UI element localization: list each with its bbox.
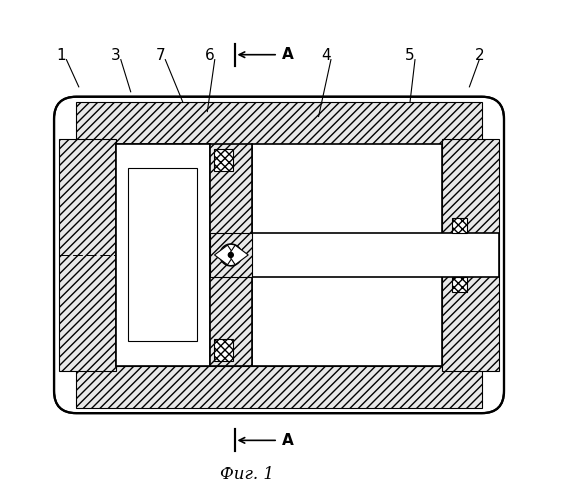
- FancyBboxPatch shape: [54, 96, 504, 413]
- Text: 5: 5: [405, 48, 415, 63]
- Bar: [252, 144, 442, 366]
- Bar: [128, 168, 198, 342]
- Bar: [214, 148, 233, 171]
- Text: Фиг. 1: Фиг. 1: [220, 466, 274, 483]
- Bar: [77, 366, 482, 408]
- Bar: [210, 232, 252, 277]
- Circle shape: [229, 252, 233, 258]
- Text: 7: 7: [155, 48, 165, 63]
- Bar: [214, 339, 233, 361]
- Bar: [59, 138, 116, 371]
- Bar: [452, 218, 467, 232]
- Text: 3: 3: [111, 48, 120, 63]
- Bar: [116, 144, 210, 366]
- Text: 4: 4: [321, 48, 331, 63]
- Text: A: A: [282, 433, 294, 448]
- Polygon shape: [229, 245, 248, 264]
- Bar: [77, 102, 482, 143]
- Text: 1: 1: [57, 48, 66, 63]
- Bar: [116, 144, 210, 366]
- Text: A: A: [282, 47, 294, 62]
- Bar: [442, 138, 499, 371]
- Bar: [452, 277, 467, 292]
- Bar: [210, 144, 252, 366]
- Text: 2: 2: [475, 48, 484, 63]
- Circle shape: [220, 244, 242, 266]
- Polygon shape: [215, 245, 234, 264]
- Bar: [252, 232, 499, 277]
- Text: 6: 6: [205, 48, 215, 63]
